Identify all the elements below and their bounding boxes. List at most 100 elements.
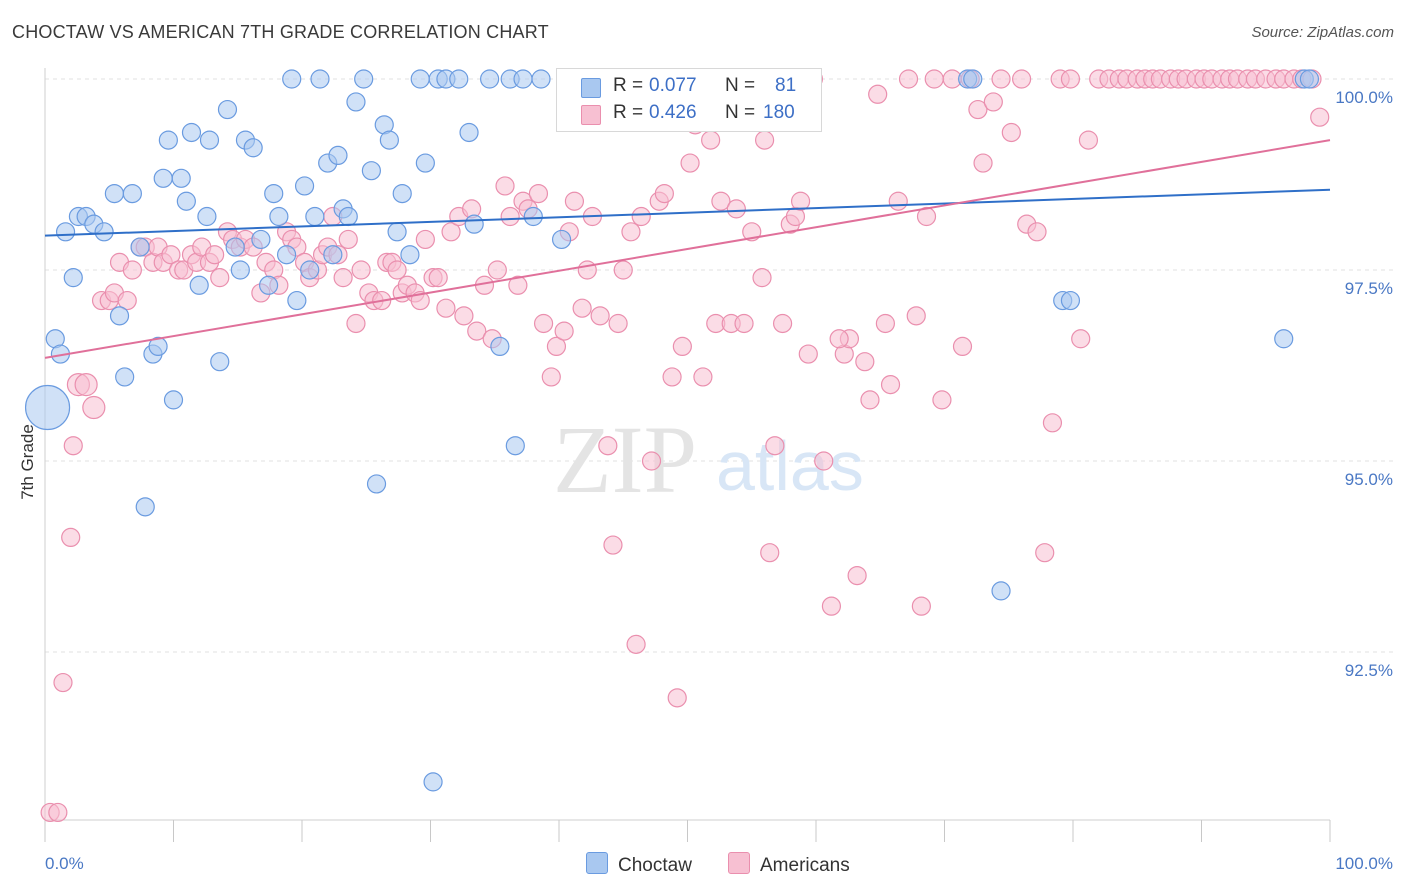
choctaw-point bbox=[210, 352, 230, 372]
choctaw-point bbox=[197, 206, 217, 227]
choctaw-point bbox=[269, 206, 289, 227]
choctaw-point bbox=[24, 384, 71, 431]
americans-point bbox=[346, 313, 366, 334]
chart-title: CHOCTAW VS AMERICAN 7TH GRADE CORRELATIO… bbox=[12, 22, 549, 42]
americans-point bbox=[711, 191, 731, 211]
choctaw-point bbox=[258, 275, 279, 295]
americans-point bbox=[726, 199, 746, 219]
americans-swatch-icon bbox=[581, 105, 601, 125]
choctaw-points bbox=[24, 69, 1320, 792]
n-label: N = bbox=[725, 75, 756, 96]
source-label: Source: ZipAtlas.com bbox=[1251, 24, 1394, 41]
choctaw-point bbox=[410, 69, 430, 89]
choctaw-point bbox=[282, 69, 302, 89]
choctaw-point bbox=[158, 130, 178, 150]
choctaw-point bbox=[423, 772, 443, 792]
americans-point bbox=[500, 206, 520, 227]
choctaw-point bbox=[217, 99, 238, 120]
americans-point bbox=[1027, 222, 1047, 242]
watermark-zip: ZIP bbox=[553, 406, 697, 513]
americans-point bbox=[410, 290, 430, 311]
americans-point bbox=[772, 313, 793, 334]
choctaw-point bbox=[449, 69, 469, 89]
choctaw-point bbox=[163, 390, 184, 410]
americans-point bbox=[1071, 329, 1091, 349]
choctaw-point bbox=[55, 222, 76, 242]
americans-point bbox=[932, 390, 952, 410]
americans-point bbox=[210, 268, 230, 288]
choctaw-point bbox=[480, 69, 500, 89]
choctaw-point bbox=[513, 69, 533, 89]
americans-point bbox=[613, 260, 633, 280]
choctaw-point bbox=[531, 69, 551, 89]
americans-point bbox=[564, 191, 585, 211]
americans-point bbox=[603, 535, 623, 555]
americans-point bbox=[1060, 69, 1081, 89]
choctaw-point bbox=[153, 168, 173, 188]
americans-point bbox=[631, 206, 651, 227]
choctaw-point bbox=[287, 290, 307, 311]
choctaw-point bbox=[459, 122, 479, 143]
americans-point bbox=[205, 245, 225, 265]
americans-point bbox=[590, 306, 610, 326]
americans-point bbox=[672, 336, 692, 356]
choctaw-point bbox=[1274, 329, 1294, 349]
choctaw-point bbox=[300, 260, 320, 280]
choctaw-legend-icon bbox=[586, 852, 608, 874]
americans-point bbox=[798, 344, 818, 364]
americans-legend-icon bbox=[728, 852, 750, 874]
choctaw-point bbox=[104, 184, 124, 204]
americans-point bbox=[495, 176, 515, 196]
americans-point bbox=[641, 451, 662, 471]
americans-point bbox=[415, 229, 435, 250]
choctaw-point bbox=[251, 229, 271, 250]
americans-trend-line bbox=[44, 139, 1331, 359]
choctaw-point bbox=[387, 222, 407, 242]
choctaw-point bbox=[354, 69, 374, 89]
americans-point bbox=[608, 313, 628, 334]
americans-point bbox=[338, 229, 358, 250]
choctaw-point bbox=[505, 436, 525, 456]
choctaw-point bbox=[130, 237, 150, 257]
choctaw-point bbox=[176, 191, 196, 211]
americans-point bbox=[765, 436, 785, 456]
choctaw-point bbox=[523, 206, 543, 227]
americans-point bbox=[572, 298, 592, 318]
choctaw-point bbox=[415, 153, 435, 173]
choctaw-point bbox=[122, 184, 142, 204]
choctaw-point bbox=[490, 336, 510, 356]
americans-point bbox=[973, 153, 993, 173]
americans-point bbox=[454, 306, 474, 326]
americans-point bbox=[742, 222, 762, 242]
americans-point bbox=[117, 290, 137, 311]
choctaw-point bbox=[243, 138, 263, 158]
americans-point bbox=[74, 373, 98, 397]
r-value: 0.077 bbox=[649, 75, 697, 96]
americans-point bbox=[467, 321, 487, 341]
americans-point bbox=[554, 321, 574, 341]
americans-point bbox=[855, 352, 875, 372]
americans-point bbox=[680, 153, 700, 173]
choctaw-point bbox=[400, 245, 420, 265]
n-label: N = bbox=[725, 102, 756, 123]
choctaw-point bbox=[392, 184, 412, 204]
r-label: R = bbox=[613, 102, 644, 123]
americans-point bbox=[911, 596, 931, 616]
x-tick-label: 100.0% bbox=[1335, 854, 1393, 873]
n-value: 81 bbox=[775, 75, 797, 96]
legend-item-americans: Americans bbox=[728, 852, 850, 877]
choctaw-point bbox=[63, 268, 83, 288]
choctaw-point bbox=[464, 214, 484, 234]
americans-point bbox=[598, 436, 618, 456]
americans-point bbox=[1035, 543, 1055, 563]
choctaw-point bbox=[181, 122, 202, 143]
americans-point bbox=[888, 191, 908, 211]
x-tick-label: 0.0% bbox=[45, 854, 84, 873]
americans-point bbox=[351, 260, 371, 280]
stats-legend: R = 0.077 N = 81 R = 0.426 N = 180 bbox=[556, 68, 822, 132]
americans-point bbox=[1001, 122, 1021, 143]
legend-item-choctaw: Choctaw bbox=[586, 852, 692, 877]
americans-point bbox=[428, 268, 448, 288]
americans-point bbox=[1011, 69, 1032, 89]
